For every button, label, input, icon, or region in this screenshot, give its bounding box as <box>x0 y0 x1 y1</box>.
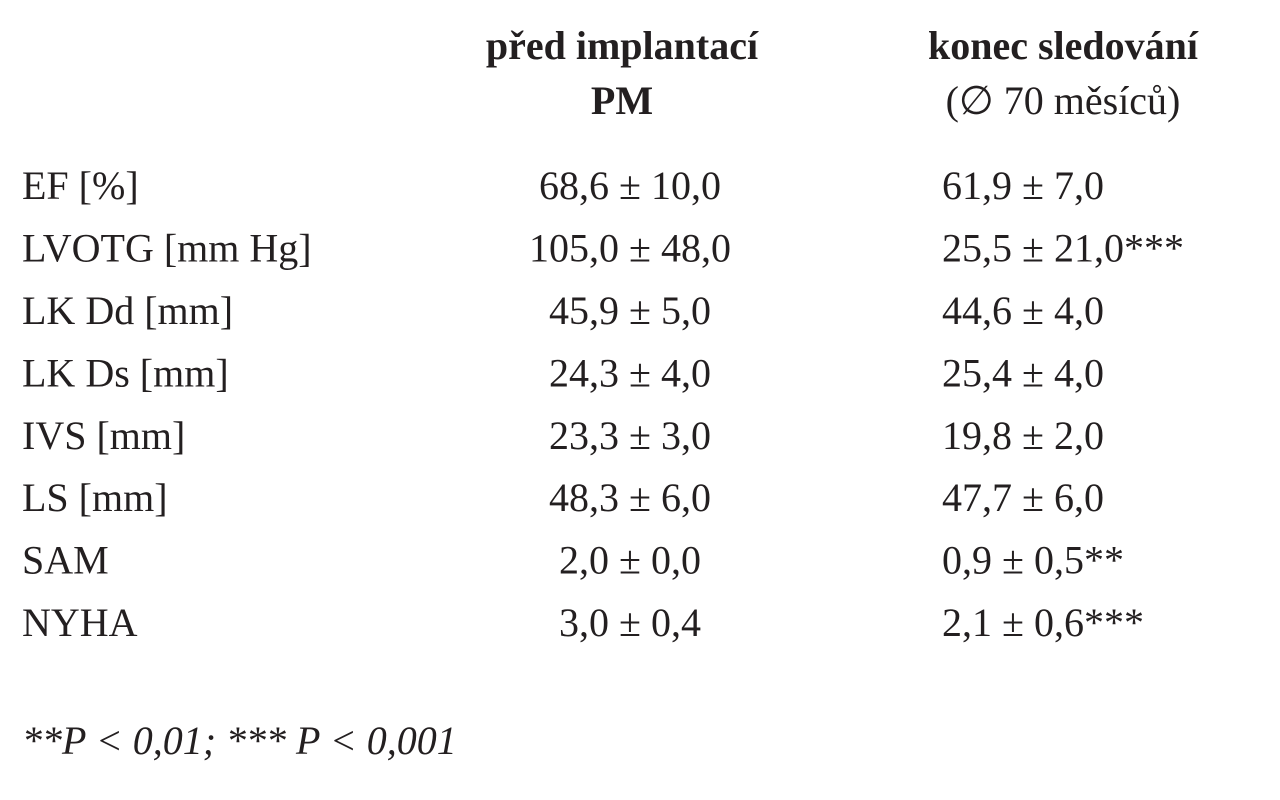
cell-value: 24,3 ± 4,0 <box>549 350 711 395</box>
cell-value: 19,8 ± 2,0 <box>942 413 1104 458</box>
cell-value: 105,0 ± 48,0 <box>529 226 731 271</box>
column-header: PM <box>591 78 653 123</box>
cell-value: 2,0 ± 0,0 <box>559 538 701 583</box>
row-label: LS [mm] <box>22 475 168 520</box>
cell-value: 2,1 ± 0,6*** <box>942 600 1144 645</box>
footnote: **P < 0,01; *** P < 0,001 <box>22 718 457 763</box>
cell-value: 68,6 ± 10,0 <box>539 163 721 208</box>
cell-value: 3,0 ± 0,4 <box>559 600 701 645</box>
cell-value: 61,9 ± 7,0 <box>942 163 1104 208</box>
cell-value: 44,6 ± 4,0 <box>942 288 1104 333</box>
cell-value: 25,5 ± 21,0*** <box>942 226 1184 271</box>
row-label: IVS [mm] <box>22 413 185 458</box>
cell-value: 25,4 ± 4,0 <box>942 350 1104 395</box>
row-label: LK Dd [mm] <box>22 288 233 333</box>
column-header: konec sledování <box>928 23 1199 68</box>
row-label: LVOTG [mm Hg] <box>22 226 312 271</box>
row-label: EF [%] <box>22 163 139 208</box>
cell-value: 47,7 ± 6,0 <box>942 475 1104 520</box>
row-label: LK Ds [mm] <box>22 350 229 395</box>
cell-value: 45,9 ± 5,0 <box>549 288 711 333</box>
column-header: před implantací <box>486 23 759 68</box>
cell-value: 48,3 ± 6,0 <box>549 475 711 520</box>
column-subheader: (∅ 70 měsíců) <box>946 78 1181 123</box>
cell-value: 23,3 ± 3,0 <box>549 413 711 458</box>
row-label: SAM <box>22 538 109 583</box>
cell-value: 0,9 ± 0,5** <box>942 538 1124 583</box>
row-label: NYHA <box>22 600 138 645</box>
